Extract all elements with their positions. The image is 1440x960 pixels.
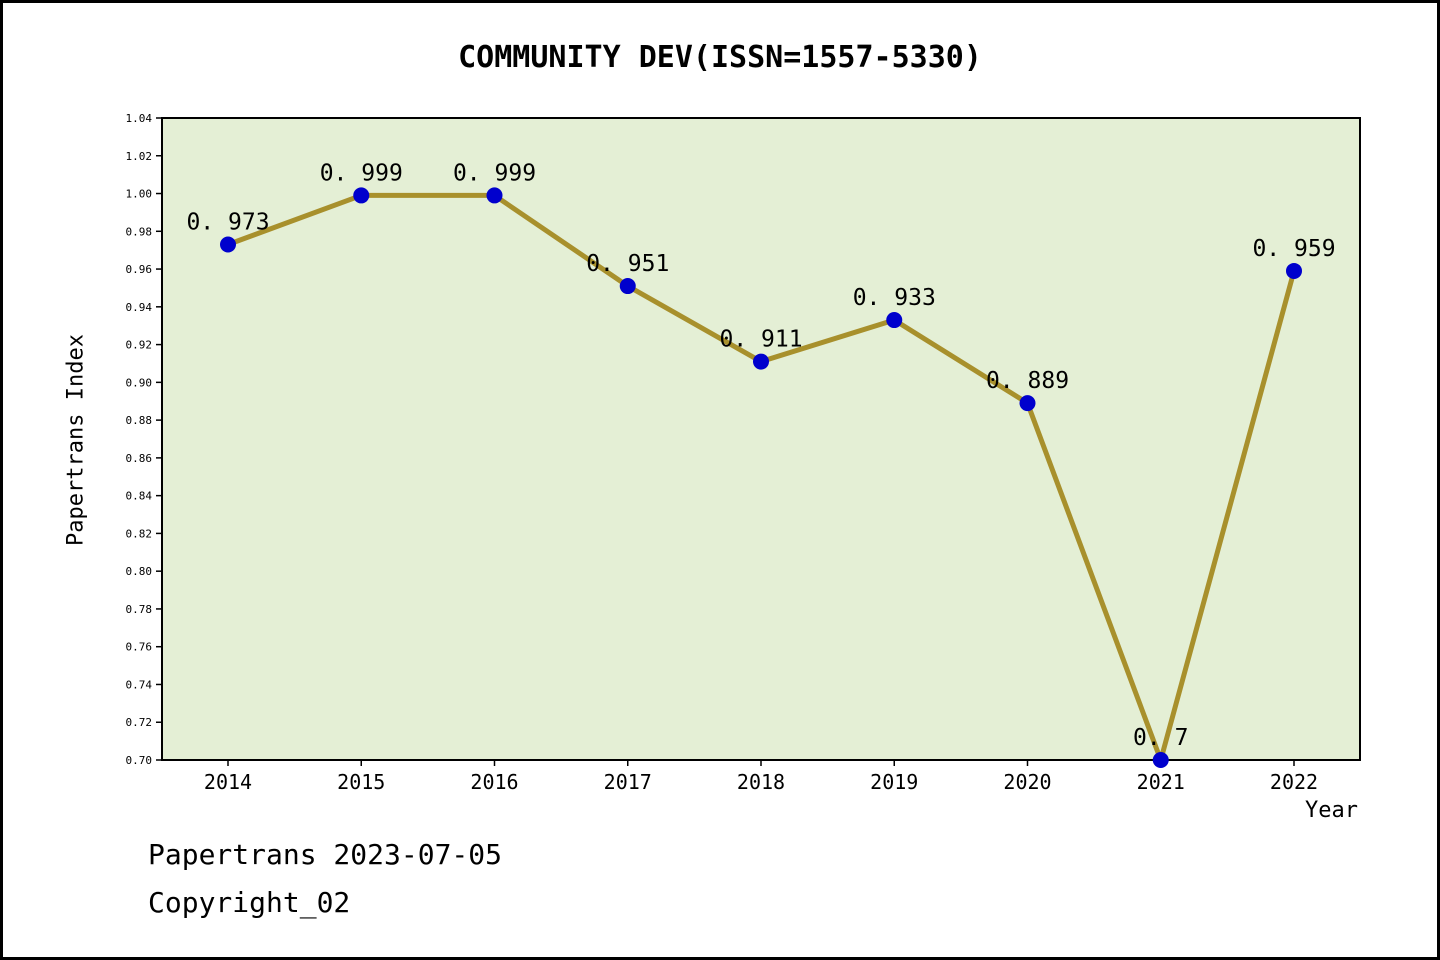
data-point	[486, 187, 503, 204]
y-tick-label: 0.98	[126, 225, 153, 238]
point-label: 0. 973	[186, 210, 269, 236]
x-tick-label: 2019	[870, 770, 918, 794]
point-label: 0. 911	[719, 327, 802, 353]
x-tick-label: 2022	[1270, 770, 1318, 794]
footer-date: Papertrans 2023-07-05	[148, 838, 503, 871]
y-tick-label: 0.80	[126, 565, 153, 578]
data-point	[619, 278, 636, 295]
y-tick-label: 0.70	[126, 754, 153, 767]
y-tick-label: 1.00	[126, 188, 153, 201]
data-point	[753, 353, 769, 370]
data-point	[220, 236, 236, 253]
y-tick-label: 0.84	[126, 490, 153, 503]
y-tick-label: 0.74	[126, 678, 153, 691]
footer-copyright: Copyright_02	[148, 886, 351, 919]
point-label: 0. 951	[586, 251, 669, 277]
point-label: 0. 999	[320, 160, 403, 186]
y-tick-label: 0.96	[126, 263, 153, 276]
data-point	[1019, 395, 1036, 412]
x-tick-label: 2018	[737, 770, 785, 794]
x-tick-label: 2021	[1137, 770, 1185, 794]
y-tick-label: 1.02	[126, 150, 153, 163]
point-label: 0. 7	[1133, 725, 1188, 751]
point-label: 0. 959	[1252, 236, 1335, 262]
y-tick-label: 1.04	[126, 112, 153, 125]
point-label: 0. 933	[853, 285, 936, 311]
data-point	[886, 312, 903, 329]
chart-title: COMMUNITY DEV(ISSN=1557-5330)	[458, 40, 982, 75]
x-tick-label: 2017	[604, 770, 652, 794]
data-point	[353, 187, 370, 204]
y-tick-label: 0.78	[126, 603, 153, 616]
point-label: 0. 999	[453, 160, 536, 186]
x-tick-label: 2020	[1003, 770, 1051, 794]
data-point	[1286, 262, 1302, 279]
plot-area	[161, 117, 1361, 761]
x-tick-label: 2016	[470, 770, 518, 794]
y-tick-label: 0.86	[126, 452, 153, 465]
y-tick-label: 0.82	[126, 527, 153, 540]
point-label: 0. 889	[986, 368, 1069, 394]
y-tick-label: 0.88	[126, 414, 153, 427]
y-tick-label: 0.72	[126, 716, 153, 729]
data-point	[1152, 752, 1169, 768]
y-tick-label: 0.90	[126, 376, 153, 389]
y-tick-label: 0.92	[126, 339, 153, 352]
x-tick-label: 2015	[337, 770, 385, 794]
x-axis-title: Year	[1305, 798, 1358, 823]
y-tick-label: 0.76	[126, 641, 153, 654]
y-tick-label: 0.94	[126, 301, 153, 314]
x-tick-label: 2014	[204, 770, 252, 794]
